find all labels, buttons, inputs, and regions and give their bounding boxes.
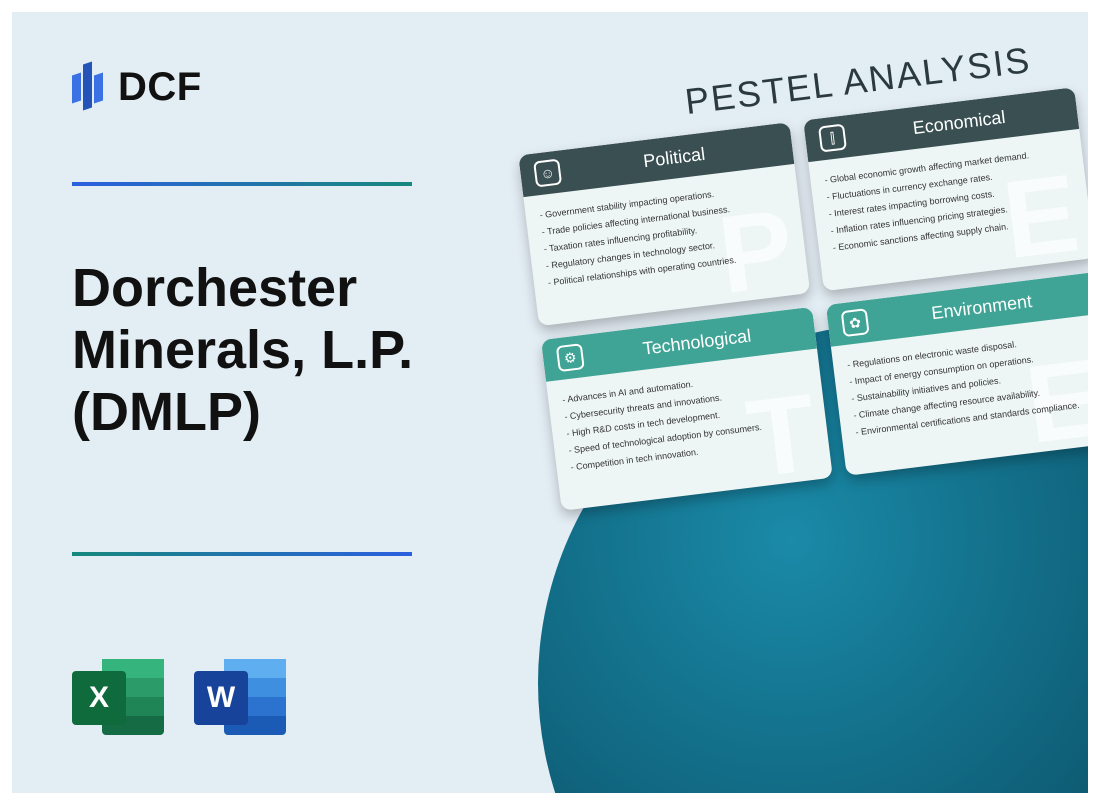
pestel-card-technological: T⚙TechnologicalAdvances in AI and automa… <box>541 307 833 511</box>
environment-icon: ✿ <box>841 308 870 337</box>
app-icons-row: X W <box>72 653 286 741</box>
technological-icon: ⚙ <box>556 343 585 372</box>
excel-icon: X <box>72 653 164 741</box>
infographic-canvas: DCF Dorchester Minerals, L.P. (DMLP) X W… <box>12 12 1088 793</box>
logo-mark-icon <box>72 60 106 114</box>
pestel-cards-grid: P☺PoliticalGovernment stability impactin… <box>518 87 1088 511</box>
word-letter: W <box>194 671 248 725</box>
pestel-card-environment: E✿EnvironmentRegulations on electronic w… <box>826 272 1088 476</box>
logo-text: DCF <box>118 65 202 110</box>
divider-bottom <box>72 552 412 556</box>
pestel-card-political: P☺PoliticalGovernment stability impactin… <box>518 122 810 326</box>
excel-letter: X <box>72 671 126 725</box>
word-icon: W <box>194 653 286 741</box>
divider-top <box>72 182 412 186</box>
pestel-card-economical: E⫿EconomicalGlobal economic growth affec… <box>803 87 1088 291</box>
brand-logo: DCF <box>72 60 202 114</box>
economical-icon: ⫿ <box>818 124 847 153</box>
page-title: Dorchester Minerals, L.P. (DMLP) <box>72 257 532 443</box>
political-icon: ☺ <box>533 159 562 188</box>
